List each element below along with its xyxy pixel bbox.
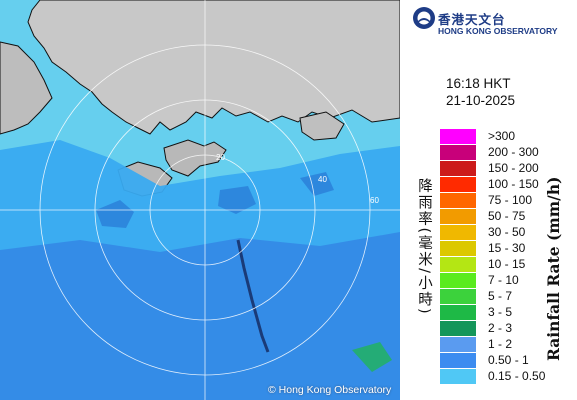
legend-label: 1 - 2 [488,337,513,351]
legend-label: 30 - 50 [488,225,526,239]
legend-item: 100 - 150 [440,177,545,192]
legend-swatch [440,273,476,288]
hong-kong-island [163,139,227,177]
legend-label: 150 - 200 [488,161,539,175]
ring-label-20: 20 [216,153,225,162]
side-panel: 香港天文台 HONG KONG OBSERVATORY 16:18 HKT 21… [400,0,577,400]
legend-swatch [440,129,476,144]
legend-label: 5 - 7 [488,289,513,303]
legend-swatch [440,145,476,160]
legend-label: 100 - 150 [488,177,539,191]
legend-label: 10 - 15 [488,257,526,271]
range-rings [0,0,400,400]
hko-logo-icon [413,7,435,29]
legend-item: 200 - 300 [440,145,545,160]
ring-label-40: 40 [318,175,327,184]
legend-label: 3 - 5 [488,305,513,319]
timestamp-time: 16:18 HKT [446,76,511,91]
legend-swatch [440,225,476,240]
hko-logo: 香港天文台 HONG KONG OBSERVATORY [412,6,577,38]
legend-item: 0.50 - 1 [440,353,545,368]
legend-item: 0.15 - 0.50 [440,369,545,384]
legend-swatch [440,177,476,192]
green-rain-patch [352,342,392,372]
legend-label: 15 - 30 [488,241,526,255]
legend-item: 30 - 50 [440,225,545,240]
legend-item: >300 [440,129,545,144]
radar-image: 20 40 60 [0,0,400,400]
legend-label: 7 - 10 [488,273,519,287]
legend-swatch [440,289,476,304]
legend-label: 0.50 - 1 [488,353,529,367]
legend-swatch [440,353,476,368]
org-name-en: HONG KONG OBSERVATORY [438,26,558,36]
legend-label: 75 - 100 [488,193,533,207]
rain-streak [236,239,270,353]
legend-item: 75 - 100 [440,193,545,208]
legend-item: 5 - 7 [440,289,545,304]
legend-label: 200 - 300 [488,145,539,159]
ring-label-60: 60 [370,196,379,205]
legend-item: 1 - 2 [440,337,545,352]
legend-label: >300 [488,129,516,143]
legend-swatch [440,241,476,256]
legend-swatch [440,161,476,176]
legend-swatch [440,209,476,224]
legend-swatch [440,337,476,352]
legend-swatch [440,305,476,320]
timestamp-date: 21-10-2025 [446,93,516,108]
legend-title-cn: 降雨率(毫米/小時) [416,178,432,316]
legend-title-en: Rainfall Rate (mm/h) [544,176,563,362]
copyright-text: © Hong Kong Observatory [268,384,392,396]
legend-item: 15 - 30 [440,241,545,256]
legend-item: 50 - 75 [440,209,545,224]
legend-swatch [440,321,476,336]
org-name-cn: 香港天文台 [438,12,506,27]
legend-item: 150 - 200 [440,161,545,176]
legend-label: 50 - 75 [488,209,526,223]
legend-swatch [440,193,476,208]
eastern-islands [299,111,345,141]
land-west [0,41,53,135]
legend-item: 2 - 3 [440,321,545,336]
legend-swatch [440,369,476,384]
rain-band-medium [0,232,400,400]
legend-label: 0.15 - 0.50 [488,369,546,383]
legend-item: 7 - 10 [440,273,545,288]
legend-swatch [440,257,476,272]
legend-item: 3 - 5 [440,305,545,320]
legend-item: 10 - 15 [440,257,545,272]
radar-map: 20 40 60 © Hong Kong Observatory [0,0,400,400]
legend-label: 2 - 3 [488,321,513,335]
